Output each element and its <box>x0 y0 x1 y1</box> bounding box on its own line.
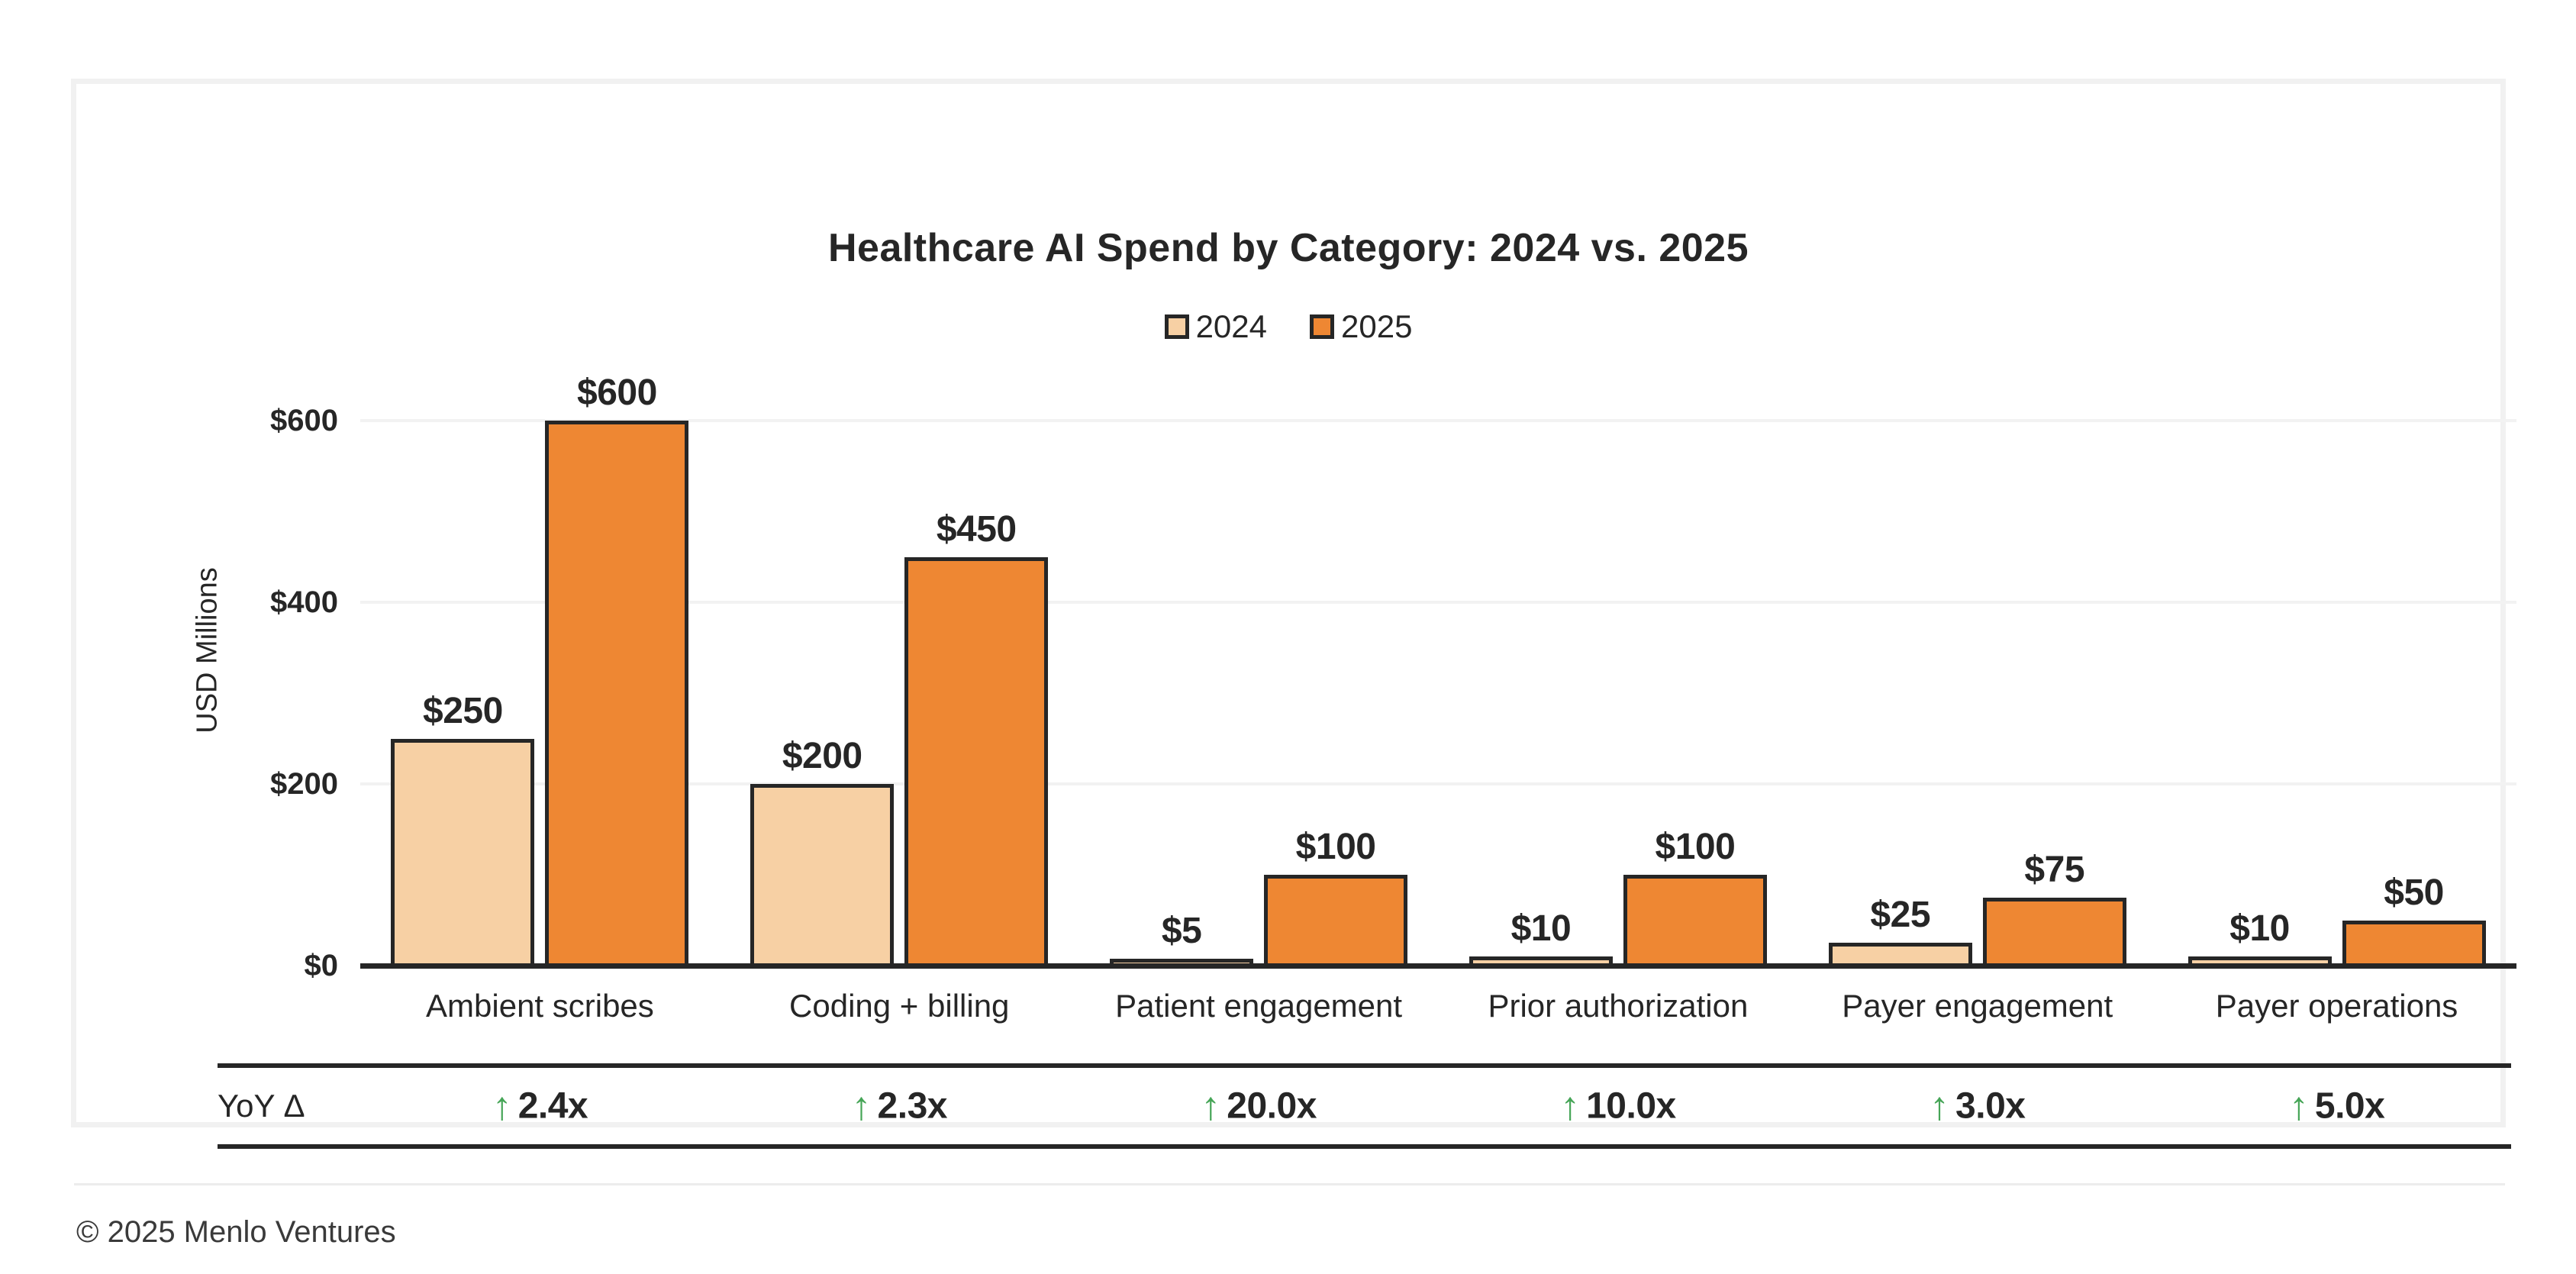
bar-group-payer-operations: $10 $50 <box>2157 421 2516 966</box>
yoy-cell-ambient-scribes: ↑ 2.4x <box>492 1085 588 1127</box>
category-label-payer-engagement: Payer engagement <box>1842 988 2113 1024</box>
category-label-patient-engagement: Patient engagement <box>1115 988 1403 1024</box>
plot-area: $250 $600 $200 $450 $5 $100 $10 $100 $25 $75 $10 $5… <box>360 373 2516 966</box>
bar-group-prior-authorization: $10 $100 <box>1438 421 1797 966</box>
yoy-cell-coding-billing: ↑ 2.3x <box>851 1084 948 1128</box>
bar-value-label: $25 <box>1870 895 1931 936</box>
gridline <box>360 419 2516 422</box>
bar-value-label: $10 <box>2229 908 2290 950</box>
up-arrow-icon: ↑ <box>1201 1084 1221 1128</box>
legend-item-label: 2025 <box>1341 308 1413 344</box>
category-label-payer-operations: Payer operations <box>2215 988 2458 1024</box>
bar-2024-prior-authorization: $10 <box>1469 908 1613 966</box>
bar-group-coding-billing: $200 $450 <box>720 421 1079 966</box>
bar-value-label: $200 <box>782 736 862 776</box>
bar-2025-payer-engagement: $75 <box>1982 850 2126 966</box>
bar-2025-payer-operations: $50 <box>2342 872 2486 966</box>
copyright-text: © 2025 Menlo Ventures <box>76 1215 396 1249</box>
gridline <box>360 782 2516 785</box>
yoy-value: 20.0x <box>1227 1085 1317 1127</box>
bar-row: $250 $600 $200 $450 $5 $100 $10 $100 $25 $75 $10 $5… <box>360 373 2516 966</box>
yoy-cell-prior-authorization: ↑ 10.0x <box>1560 1085 1676 1127</box>
legend: 2024 2025 <box>76 308 2500 345</box>
bar-value-label: $250 <box>423 690 503 731</box>
bar-2025-prior-authorization: $100 <box>1623 827 1767 966</box>
bar-value-label: $50 <box>2384 872 2444 913</box>
yoy-value: 3.0x <box>1955 1085 2026 1127</box>
yoy-cell-payer-engagement: ↑ 3.0x <box>1930 1084 2026 1128</box>
yoy-value: 5.0x <box>2314 1085 2385 1127</box>
legend-item-label: 2024 <box>1195 308 1267 344</box>
y-tick-label: $600 <box>270 404 338 437</box>
bar-2024-patient-engagement: $5 <box>1110 911 1254 966</box>
y-tick-label: $400 <box>270 585 338 619</box>
up-arrow-icon: ↑ <box>492 1084 512 1128</box>
bar-2024-payer-engagement: $25 <box>1828 895 1972 966</box>
up-arrow-icon: ↑ <box>1560 1084 1581 1128</box>
up-arrow-icon: ↑ <box>851 1084 872 1128</box>
yoy-cell-patient-engagement: ↑ 20.0x <box>1201 1085 1317 1127</box>
chart-title: Healthcare AI Spend by Category: 2024 vs… <box>827 226 1749 270</box>
bar-group-payer-engagement: $25 $75 <box>1797 421 2157 966</box>
category-label-coding-billing: Coding + billing <box>789 988 1010 1024</box>
yoy-label: YoY Δ <box>218 1088 305 1124</box>
bar-2025-coding-billing: $450 <box>904 509 1049 966</box>
legend-swatch-icon <box>1310 314 1334 339</box>
bar-2024-ambient-scribes: $250 <box>391 691 535 966</box>
bar-value-label: $10 <box>1510 908 1572 950</box>
yoy-table: YoY Δ ↑ 2.4x ↑ 2.3x ↑ 20.0x ↑ 10.0x ↑ 3.0x ↑ 5.0x <box>218 1063 2511 1149</box>
bar-value-label: $100 <box>1655 827 1736 867</box>
category-label-ambient-scribes: Ambient scribes <box>426 988 654 1024</box>
yoy-value: 2.4x <box>517 1085 588 1127</box>
bar-value-label: $600 <box>577 373 657 413</box>
chart-card: Healthcare AI Spend by Category: 2024 vs… <box>71 79 2516 1149</box>
legend-swatch-icon <box>1164 314 1189 339</box>
legend-item-2025: 2025 <box>1310 308 1412 345</box>
yoy-value: 2.3x <box>877 1085 948 1127</box>
bar-2024-coding-billing: $200 <box>750 736 895 966</box>
yoy-value: 10.0x <box>1586 1085 1676 1127</box>
bar-group-patient-engagement: $5 $100 <box>1079 421 1439 966</box>
category-axis: Ambient scribes Coding + billing Patient e… <box>360 987 2516 1025</box>
bar-value-label: $5 <box>1161 911 1202 951</box>
gridline <box>360 601 2516 604</box>
bar-value-label: $450 <box>936 508 1017 550</box>
up-arrow-icon: ↑ <box>1930 1084 1950 1128</box>
bar-value-label: $100 <box>1295 827 1376 867</box>
bar-2025-patient-engagement: $100 <box>1264 827 1408 966</box>
footer-divider <box>74 1183 2505 1185</box>
bar-group-ambient-scribes: $250 $600 <box>360 373 720 966</box>
x-axis-line <box>360 963 2516 969</box>
yoy-cell-payer-operations: ↑ 5.0x <box>2288 1084 2385 1128</box>
legend-item-2024: 2024 <box>1164 308 1267 345</box>
bar-2025-ambient-scribes: $600 <box>545 373 689 966</box>
bar-2024-payer-operations: $10 <box>2188 908 2332 966</box>
bar-value-label: $75 <box>2024 849 2085 890</box>
y-tick-label: $0 <box>304 949 339 982</box>
up-arrow-icon: ↑ <box>2288 1084 2309 1128</box>
y-tick-label: $200 <box>270 767 338 801</box>
category-label-prior-authorization: Prior authorization <box>1488 988 1749 1024</box>
